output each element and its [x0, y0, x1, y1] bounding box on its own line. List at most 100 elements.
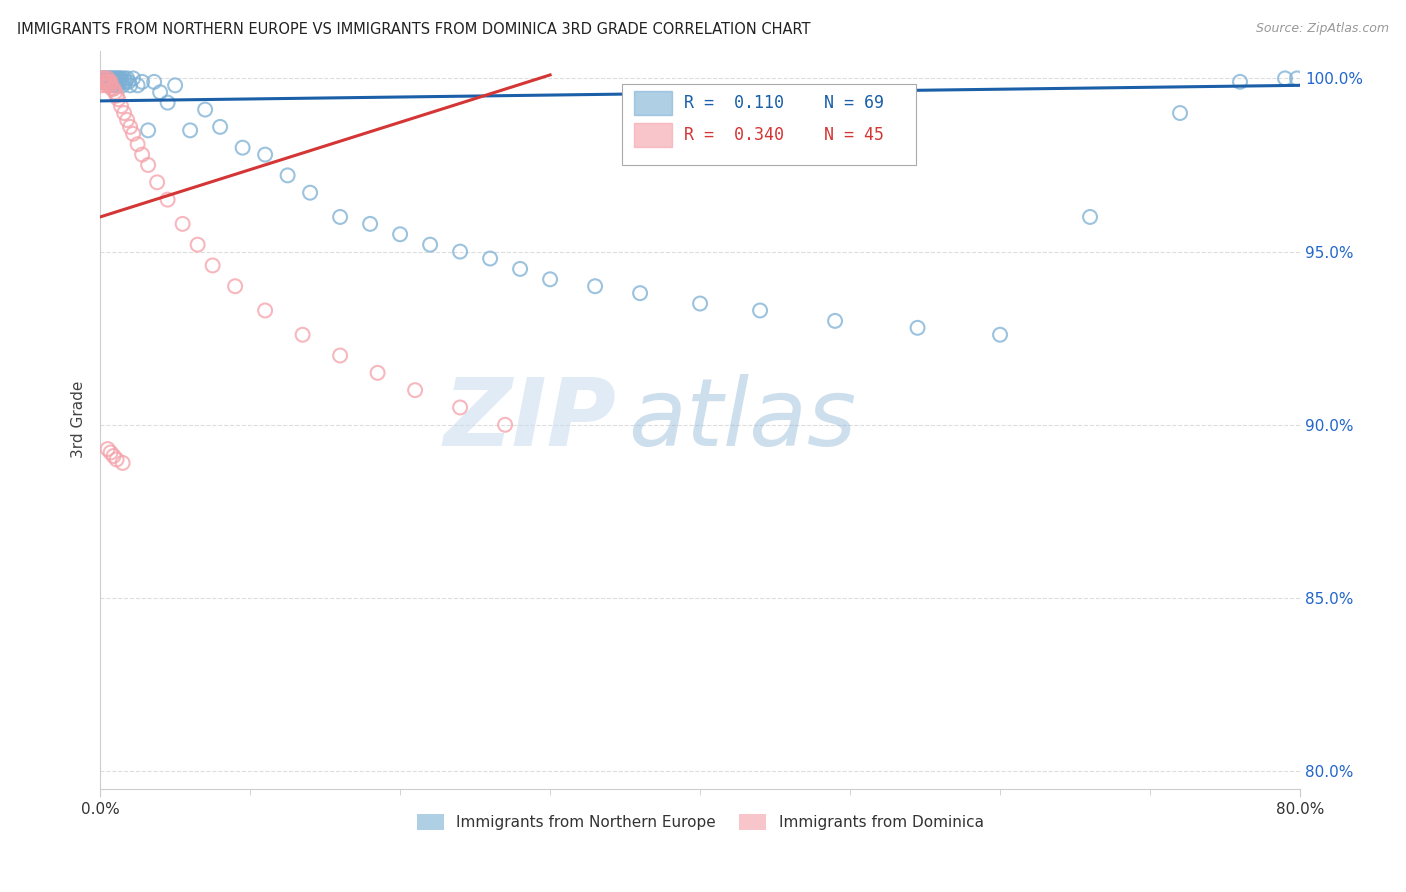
Point — [136, 123, 159, 137]
Point — [112, 106, 135, 120]
Point — [291, 327, 314, 342]
Point — [194, 103, 217, 117]
Point — [172, 217, 194, 231]
Point — [111, 75, 134, 89]
Point — [98, 71, 121, 86]
Point — [110, 71, 132, 86]
Point — [105, 88, 128, 103]
FancyBboxPatch shape — [621, 84, 917, 165]
Point — [389, 227, 412, 242]
Point — [107, 92, 129, 106]
Point — [115, 71, 138, 86]
Point — [98, 75, 121, 89]
Point — [91, 75, 114, 89]
Point — [108, 71, 131, 86]
Text: R =  0.110    N = 69: R = 0.110 N = 69 — [685, 94, 884, 112]
Point — [90, 71, 112, 86]
Point — [100, 71, 122, 86]
Y-axis label: 3rd Grade: 3rd Grade — [72, 381, 86, 458]
Point — [104, 75, 127, 89]
Point — [107, 71, 129, 86]
Point — [90, 78, 112, 93]
Point — [359, 217, 381, 231]
Point — [988, 327, 1011, 342]
Point — [367, 366, 389, 380]
Point — [277, 169, 299, 183]
Point — [479, 252, 502, 266]
Point — [93, 75, 115, 89]
Point — [156, 193, 179, 207]
Point — [114, 75, 136, 89]
Point — [449, 244, 471, 259]
Text: R =  0.340    N = 45: R = 0.340 N = 45 — [685, 126, 884, 144]
Point — [97, 71, 120, 86]
Text: ZIP: ZIP — [443, 374, 616, 466]
Point — [103, 82, 125, 96]
Point — [104, 85, 127, 99]
Point — [404, 383, 426, 397]
Point — [97, 71, 120, 86]
FancyBboxPatch shape — [634, 123, 672, 146]
Text: atlas: atlas — [628, 374, 856, 465]
Point — [98, 78, 121, 93]
Point — [120, 78, 142, 93]
Point — [201, 259, 224, 273]
Point — [1229, 75, 1251, 89]
Point — [1168, 106, 1191, 120]
Point — [122, 71, 145, 86]
Point — [907, 320, 929, 334]
Point — [101, 82, 124, 96]
Point — [127, 78, 149, 93]
Point — [824, 314, 846, 328]
Point — [232, 141, 254, 155]
Point — [136, 158, 159, 172]
Point — [749, 303, 772, 318]
Point — [143, 75, 166, 89]
Point — [111, 456, 134, 470]
Point — [112, 71, 135, 86]
Point — [127, 137, 149, 152]
Point — [419, 237, 441, 252]
Point — [100, 445, 122, 459]
Point — [156, 95, 179, 110]
Point — [117, 75, 139, 89]
Text: Source: ZipAtlas.com: Source: ZipAtlas.com — [1256, 22, 1389, 36]
Point — [509, 261, 531, 276]
Point — [538, 272, 561, 286]
Point — [146, 175, 169, 189]
Point — [449, 401, 471, 415]
Point — [97, 75, 120, 89]
Point — [628, 286, 651, 301]
Point — [149, 85, 172, 99]
Point — [93, 71, 115, 86]
Point — [100, 78, 122, 93]
Point — [131, 147, 153, 161]
Point — [98, 78, 121, 93]
Point — [689, 296, 711, 310]
Point — [98, 75, 121, 89]
Point — [131, 75, 153, 89]
Point — [103, 78, 125, 93]
Point — [90, 71, 112, 86]
Point — [100, 75, 122, 89]
Point — [329, 210, 352, 224]
Point — [122, 127, 145, 141]
Point — [107, 78, 129, 93]
Point — [165, 78, 187, 93]
Point — [120, 120, 142, 134]
Legend: Immigrants from Northern Europe, Immigrants from Dominica: Immigrants from Northern Europe, Immigra… — [411, 808, 990, 836]
Point — [100, 75, 122, 89]
Point — [94, 75, 117, 89]
Point — [115, 112, 138, 127]
Point — [94, 78, 117, 93]
Point — [93, 75, 115, 89]
Text: IMMIGRANTS FROM NORTHERN EUROPE VS IMMIGRANTS FROM DOMINICA 3RD GRADE CORRELATIO: IMMIGRANTS FROM NORTHERN EUROPE VS IMMIG… — [17, 22, 810, 37]
Point — [1274, 71, 1296, 86]
Point — [105, 71, 128, 86]
Point — [101, 71, 124, 86]
Point — [91, 71, 114, 86]
Point — [254, 147, 277, 161]
Point — [97, 442, 120, 456]
Point — [94, 75, 117, 89]
Point — [91, 71, 114, 86]
